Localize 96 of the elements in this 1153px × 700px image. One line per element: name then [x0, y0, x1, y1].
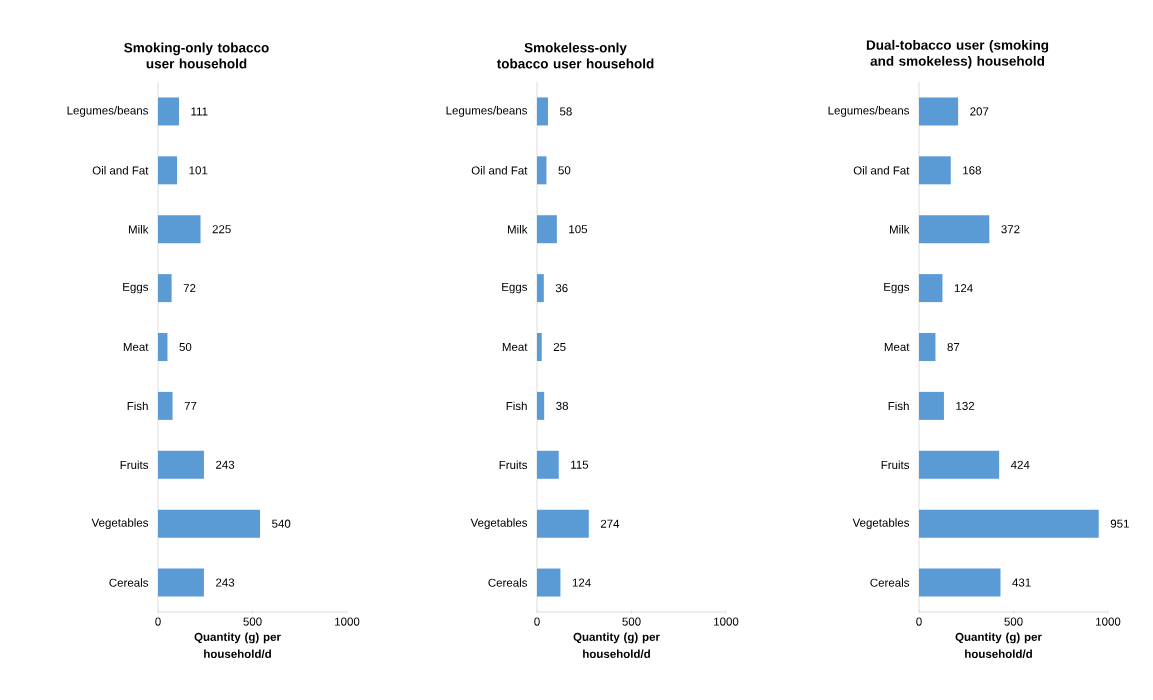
bar [537, 509, 589, 538]
y-tick-label: Eggs [884, 282, 910, 294]
chart-title: Smokeless-only tobacco user household [496, 42, 654, 69]
x-tick-label: 500 [243, 617, 262, 626]
bar [158, 509, 261, 538]
y-tick-label: Cereals [109, 578, 149, 587]
bar [158, 274, 172, 303]
data-label: 124 [954, 284, 973, 293]
bar [537, 274, 544, 303]
x-axis-title: Quantity (g) per household/d [573, 632, 660, 659]
y-tick-label: Fish [127, 401, 148, 411]
data-label: 207 [970, 107, 989, 116]
data-label: 50 [558, 166, 571, 175]
x-tick-label: 0 [534, 617, 540, 626]
x-tick-label: 0 [916, 617, 922, 626]
bar [537, 215, 557, 244]
y-tick-label: Oil and Fat [471, 166, 528, 175]
data-label: 424 [1010, 460, 1030, 469]
data-label: 36 [555, 284, 568, 293]
y-tick-label: Cereals [488, 578, 528, 587]
y-tick-label: Fish [888, 401, 909, 411]
y-tick-label: Milk [128, 225, 149, 234]
bar [158, 568, 204, 597]
x-tick-label: 1000 [1096, 617, 1121, 626]
data-label: 72 [183, 284, 196, 293]
bar [919, 215, 990, 244]
bar [919, 509, 1099, 538]
y-tick-label: Vegetables [470, 518, 528, 530]
data-label: 225 [212, 225, 231, 234]
bar [158, 215, 201, 244]
y-tick-label: Meat [123, 342, 149, 352]
bar [537, 450, 559, 479]
data-label: 101 [189, 166, 208, 175]
bar [158, 333, 168, 361]
data-label: 132 [956, 401, 975, 410]
y-tick-label: Vegetables [91, 518, 149, 530]
y-tick-label: Eggs [123, 282, 149, 294]
bar [537, 97, 548, 126]
y-tick-label: Legumes/beans [67, 106, 149, 117]
bar [919, 450, 1000, 479]
x-axis-title: Quantity (g) per household/d [955, 632, 1042, 659]
bar [919, 156, 951, 185]
y-tick-label: Fruits [499, 460, 528, 469]
data-label: 58 [559, 107, 572, 116]
data-label: 38 [556, 401, 569, 410]
y-tick-label: Oil and Fat [853, 166, 910, 175]
bar [919, 391, 944, 420]
data-label: 951 [1110, 519, 1129, 528]
data-label: 168 [963, 166, 981, 175]
bar [919, 274, 943, 303]
y-tick-label: Fruits [120, 460, 149, 469]
y-tick-label: Cereals [870, 578, 910, 587]
data-label: 87 [947, 342, 960, 352]
data-label: 372 [1001, 225, 1020, 234]
bar [537, 333, 542, 361]
y-tick-label: Legumes/beans [828, 106, 910, 117]
bar [158, 156, 178, 185]
bar [919, 333, 936, 361]
bar [537, 391, 545, 420]
chart-title: Smoking-only tobacco user household [124, 42, 269, 69]
x-tick-label: 500 [622, 617, 641, 626]
data-label: 77 [184, 401, 197, 410]
bar [158, 97, 179, 126]
x-axis-title: Quantity (g) per household/d [194, 632, 281, 659]
data-label: 50 [179, 342, 192, 352]
y-tick-label: Milk [889, 225, 910, 234]
data-label: 105 [569, 225, 588, 234]
y-tick-label: Vegetables [852, 518, 910, 530]
y-tick-label: Eggs [502, 282, 528, 294]
data-label: 243 [216, 460, 235, 469]
data-label: 431 [1012, 578, 1031, 587]
chart-title: Dual-tobacco user (smoking and smokeless) household [866, 39, 1049, 69]
data-label: 243 [216, 578, 235, 587]
y-tick-label: Legumes/beans [446, 106, 528, 117]
bar [158, 450, 204, 479]
y-tick-label: Meat [502, 342, 528, 352]
y-tick-label: Fish [506, 401, 527, 411]
y-tick-label: Fruits [881, 460, 910, 469]
data-label: 25 [553, 342, 566, 352]
x-tick-label: 500 [1004, 617, 1023, 626]
x-tick-label: 1000 [714, 617, 739, 626]
bar [158, 391, 173, 420]
bar [537, 568, 561, 597]
data-label: 124 [572, 578, 591, 587]
y-tick-label: Milk [507, 225, 528, 234]
data-label: 540 [272, 519, 291, 528]
bar [537, 156, 547, 185]
y-tick-label: Oil and Fat [92, 166, 149, 175]
data-label: 274 [600, 519, 620, 528]
data-label: 115 [571, 460, 589, 469]
data-label: 111 [191, 107, 208, 116]
y-tick-label: Meat [884, 342, 910, 352]
bar [919, 568, 1001, 597]
x-tick-label: 1000 [335, 617, 360, 626]
x-tick-label: 0 [155, 617, 161, 626]
bar [919, 97, 959, 126]
